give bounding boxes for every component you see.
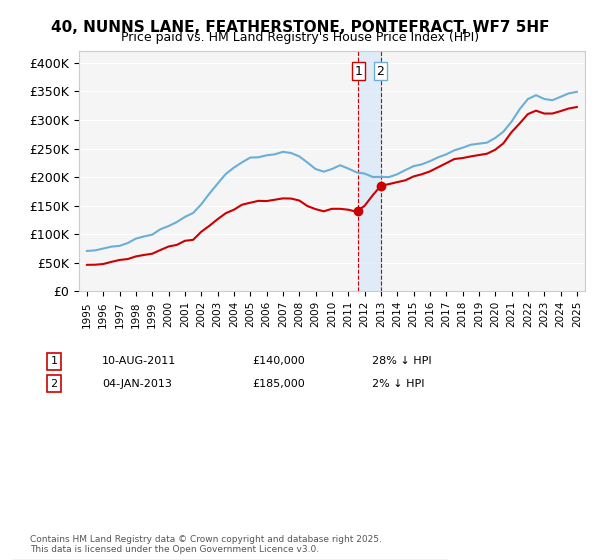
Text: 2: 2 — [377, 65, 385, 78]
Text: 04-JAN-2013: 04-JAN-2013 — [102, 379, 172, 389]
Text: 1: 1 — [50, 356, 58, 366]
Text: Price paid vs. HM Land Registry's House Price Index (HPI): Price paid vs. HM Land Registry's House … — [121, 31, 479, 44]
Text: £185,000: £185,000 — [252, 379, 305, 389]
Text: 28% ↓ HPI: 28% ↓ HPI — [372, 356, 431, 366]
Text: £140,000: £140,000 — [252, 356, 305, 366]
Text: Contains HM Land Registry data © Crown copyright and database right 2025.
This d: Contains HM Land Registry data © Crown c… — [30, 535, 382, 554]
Text: 40, NUNNS LANE, FEATHERSTONE, PONTEFRACT, WF7 5HF: 40, NUNNS LANE, FEATHERSTONE, PONTEFRACT… — [51, 20, 549, 35]
Text: 2: 2 — [50, 379, 58, 389]
Text: 2% ↓ HPI: 2% ↓ HPI — [372, 379, 425, 389]
Bar — [358, 52, 381, 291]
Text: 1: 1 — [355, 65, 362, 78]
Text: 10-AUG-2011: 10-AUG-2011 — [102, 356, 176, 366]
